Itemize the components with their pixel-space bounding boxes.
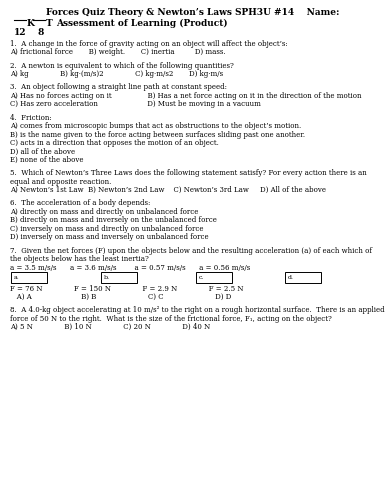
Text: C) acts in a direction that opposes the motion of an object.: C) acts in a direction that opposes the … [10, 139, 219, 147]
Text: 8.  A 4.0-kg object accelerating at 10 m/s² to the right on a rough horizontal s: 8. A 4.0-kg object accelerating at 10 m/… [10, 306, 384, 314]
Text: 2.  A newton is equivalent to which of the following quantities?: 2. A newton is equivalent to which of th… [10, 62, 234, 70]
Text: 12: 12 [14, 28, 27, 37]
Text: 5.  Which of Newton’s Three Laws does the following statement satisfy? For every: 5. Which of Newton’s Three Laws does the… [10, 169, 367, 177]
Text: c.: c. [199, 275, 205, 280]
Text: d.: d. [288, 275, 294, 280]
Text: A) frictional force       B) weight.       C) inertia         D) mass.: A) frictional force B) weight. C) inerti… [10, 48, 226, 56]
Text: A) directly on mass and directly on unbalanced force: A) directly on mass and directly on unba… [10, 208, 198, 216]
Text: D) all of the above: D) all of the above [10, 148, 75, 156]
Text: F = 76 N              F = 150 N              F = 2.9 N              F = 2.5 N: F = 76 N F = 150 N F = 2.9 N F = 2.5 N [10, 284, 244, 292]
Text: B) is the name given to the force acting between surfaces sliding past one anoth: B) is the name given to the force acting… [10, 130, 305, 138]
Text: A) comes from microscopic bumps that act as obstructions to the object’s motion.: A) comes from microscopic bumps that act… [10, 122, 301, 130]
Text: 4.  Friction:: 4. Friction: [10, 114, 52, 122]
Text: A) 5 N              B) 10 N              C) 20 N              D) 40 N: A) 5 N B) 10 N C) 20 N D) 40 N [10, 323, 210, 331]
FancyBboxPatch shape [11, 272, 47, 283]
Text: a = 3.5 m/s/s      a = 3.6 m/s/s        a = 0.57 m/s/s      a = 0.56 m/s/s: a = 3.5 m/s/s a = 3.6 m/s/s a = 0.57 m/s… [10, 264, 250, 272]
Text: force of 50 N to the right.  What is the size of the frictional force, F₁, actin: force of 50 N to the right. What is the … [10, 314, 332, 322]
Text: A) Has no forces acting on it                B) Has a net force acting on it in : A) Has no forces acting on it B) Has a n… [10, 92, 362, 100]
Text: 1.  A change in the force of gravity acting on an object will affect the object’: 1. A change in the force of gravity acti… [10, 40, 288, 48]
Text: A) Newton’s 1st Law  B) Newton’s 2nd Law    C) Newton’s 3rd Law     D) All of th: A) Newton’s 1st Law B) Newton’s 2nd Law … [10, 186, 326, 194]
Text: A) A                      B) B                       C) C                       : A) A B) B C) C [10, 293, 231, 301]
FancyBboxPatch shape [285, 272, 321, 283]
Text: b.: b. [104, 275, 110, 280]
Text: Forces Quiz Theory & Newton’s Laws SPH3U #14    Name:: Forces Quiz Theory & Newton’s Laws SPH3U… [46, 8, 340, 17]
Text: K: K [27, 19, 35, 28]
Text: 3.  An object following a straight line path at constant speed:: 3. An object following a straight line p… [10, 84, 227, 92]
FancyBboxPatch shape [196, 272, 232, 283]
Text: a.: a. [14, 275, 20, 280]
Text: 8: 8 [37, 28, 43, 37]
Text: equal and opposite reaction.: equal and opposite reaction. [10, 178, 112, 186]
Text: C) inversely on mass and directly on unbalanced force: C) inversely on mass and directly on unb… [10, 225, 203, 233]
Text: 7.  Given the net forces (F) upon the objects below and the resulting accelerati: 7. Given the net forces (F) upon the obj… [10, 246, 372, 254]
Text: B) directly on mass and inversely on the unbalanced force: B) directly on mass and inversely on the… [10, 216, 217, 224]
Text: the objects below has the least inertia?: the objects below has the least inertia? [10, 255, 149, 263]
Text: 6.  The acceleration of a body depends:: 6. The acceleration of a body depends: [10, 200, 151, 207]
Text: C) Has zero acceleration                      D) Must be moving in a vacuum: C) Has zero acceleration D) Must be movi… [10, 100, 261, 108]
Text: D) inversely on mass and inversely on unbalanced force: D) inversely on mass and inversely on un… [10, 234, 208, 241]
Text: Assessment of Learning (Product): Assessment of Learning (Product) [56, 19, 228, 28]
Text: A) kg              B) kg·(m/s)2              C) kg·m/s2       D) kg·m/s: A) kg B) kg·(m/s)2 C) kg·m/s2 D) kg·m/s [10, 70, 223, 78]
FancyBboxPatch shape [101, 272, 137, 283]
Text: T: T [46, 19, 53, 28]
Text: E) none of the above: E) none of the above [10, 156, 83, 164]
